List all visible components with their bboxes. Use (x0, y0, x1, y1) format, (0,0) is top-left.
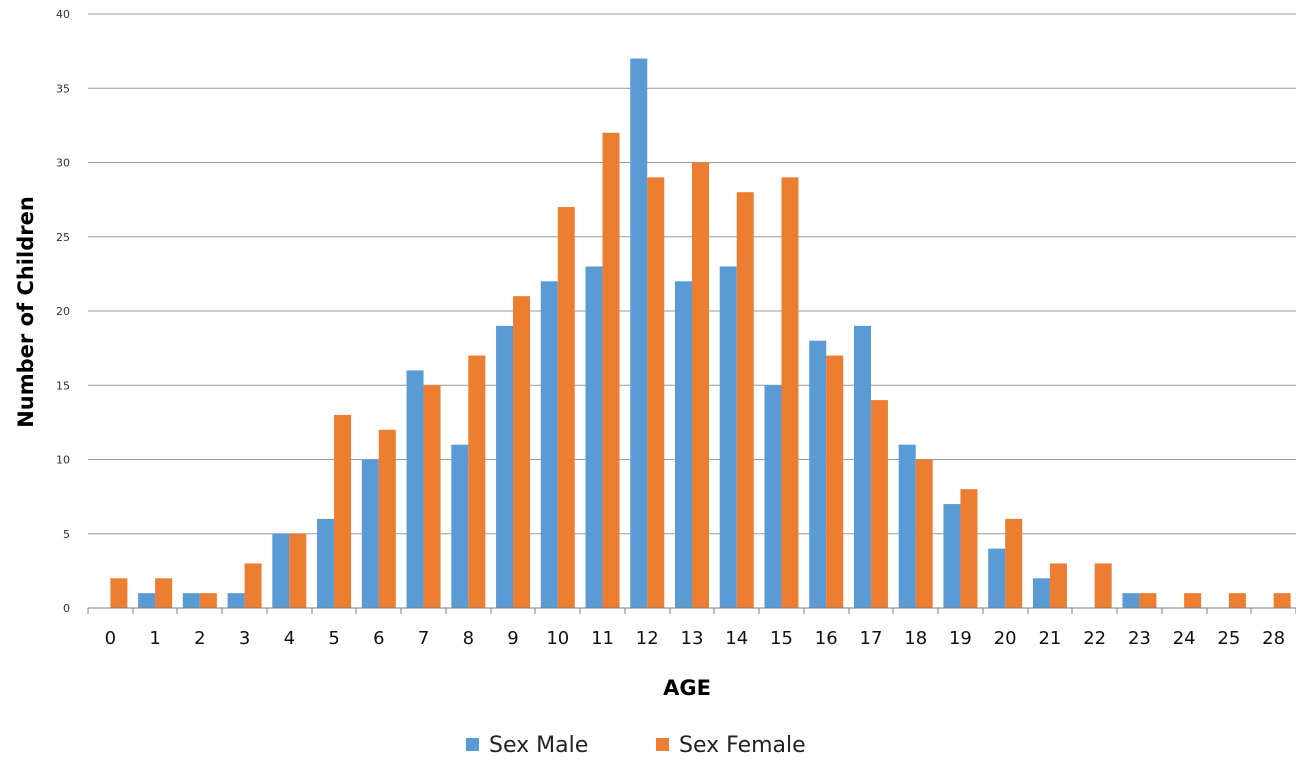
x-tick-label: 25 (1217, 628, 1240, 649)
bar-sex-female (692, 162, 709, 608)
bar-sex-male (988, 548, 1006, 608)
legend-swatch (656, 738, 669, 751)
legend-swatch (466, 738, 479, 751)
x-tick-label: 18 (904, 628, 927, 649)
bar-sex-male (630, 58, 648, 609)
bars (110, 58, 1291, 609)
bar-sex-male (406, 370, 424, 608)
bar-sex-female (110, 578, 128, 608)
x-tick-label: 14 (725, 628, 748, 649)
x-tick-label: 11 (591, 628, 614, 649)
bar-sex-female (155, 578, 173, 608)
x-tick-label: 10 (546, 628, 569, 649)
bar-sex-male (764, 385, 782, 608)
x-axis (87, 607, 1296, 614)
bar-sex-male (898, 444, 916, 608)
y-tick-label: 15 (56, 379, 70, 392)
bar-sex-male (943, 504, 961, 608)
x-tick-label: 19 (949, 628, 972, 649)
bar-sex-female (1273, 593, 1291, 608)
x-tick-label: 22 (1083, 628, 1106, 649)
legend-label: Sex Female (679, 733, 806, 758)
y-tick-label: 10 (56, 454, 70, 467)
bar-sex-female (960, 489, 978, 608)
bar-sex-female (1094, 563, 1112, 608)
bar-sex-male (853, 325, 871, 608)
bar-sex-female (468, 355, 486, 608)
bar-sex-female (1005, 518, 1023, 608)
x-tick-label: 17 (860, 628, 883, 649)
bar-sex-male (272, 533, 290, 608)
bar-sex-female (289, 533, 307, 608)
bar-sex-female (244, 563, 262, 608)
x-tick-label: 13 (681, 628, 704, 649)
bar-sex-male (1122, 593, 1140, 608)
bar-sex-female (915, 459, 933, 608)
bar-sex-male (585, 266, 603, 608)
bar-sex-female (602, 132, 620, 609)
x-tick-label: 8 (463, 628, 474, 649)
x-tick-label: 28 (1262, 628, 1285, 649)
y-tick-label: 30 (56, 157, 70, 170)
x-tick-label: 0 (105, 628, 116, 649)
y-tick-label: 40 (56, 8, 70, 21)
bar-sex-female (1184, 593, 1202, 608)
bar-sex-female (647, 177, 665, 608)
x-tick-label: 24 (1173, 628, 1196, 649)
bar-sex-female (378, 429, 396, 608)
bar-sex-female (557, 207, 575, 609)
bar-sex-female (1049, 563, 1067, 608)
x-tick-label: 2 (194, 628, 205, 649)
x-tick-label: 4 (284, 628, 295, 649)
bar-sex-male (675, 281, 692, 608)
x-tick-label: 12 (636, 628, 659, 649)
x-tick-label: 6 (373, 628, 384, 649)
bar-sex-male (227, 593, 245, 608)
x-tick-label: 7 (418, 628, 429, 649)
bar-sex-male (451, 444, 469, 608)
bar-sex-male (1032, 578, 1050, 608)
x-tick-label: 5 (328, 628, 339, 649)
y-tick-label: 20 (56, 305, 70, 318)
bar-sex-male (317, 518, 335, 608)
bar-sex-female (423, 385, 441, 608)
y-tick-label: 25 (56, 231, 70, 244)
bar-sex-female (199, 593, 217, 608)
x-tick-label: 1 (149, 628, 160, 649)
x-tick-labels: 0 1 2 3 4 5 6 7 8 9 10 11 12 13 14 15 16 17 18 19 20 21 22 23 24… (105, 628, 1285, 649)
bar-sex-female (1139, 593, 1157, 608)
bar-sex-female (513, 296, 531, 608)
bar-sex-male (719, 266, 737, 608)
x-tick-label: 9 (507, 628, 518, 649)
y-tick-label: 35 (56, 82, 70, 95)
bar-sex-male (540, 281, 558, 608)
bar-sex-male (138, 593, 156, 608)
y-tick-label: 0 (63, 602, 70, 615)
x-tick-label: 3 (239, 628, 250, 649)
legend: Sex Male Sex Female (466, 733, 806, 758)
bar-sex-male (182, 593, 200, 608)
bar-sex-male (361, 459, 379, 608)
bar-sex-female (870, 400, 888, 608)
bar-sex-female (1228, 593, 1246, 608)
bar-sex-female (826, 355, 844, 608)
legend-label: Sex Male (489, 733, 588, 758)
bar-sex-female (736, 192, 754, 608)
x-tick-label: 16 (815, 628, 838, 649)
bar-sex-female (781, 177, 799, 608)
x-tick-label: 23 (1128, 628, 1151, 649)
x-tick-label: 20 (994, 628, 1017, 649)
x-axis-title: AGE (663, 676, 711, 700)
y-tick-label: 5 (63, 528, 70, 541)
x-tick-label: 21 (1038, 628, 1061, 649)
bar-sex-female (334, 414, 352, 608)
bar-sex-male (809, 340, 827, 608)
y-axis-title: Number of Children (14, 196, 38, 428)
x-tick-label: 15 (770, 628, 793, 649)
bar-sex-male (496, 325, 514, 608)
y-tick-labels: 0 5 10 15 20 25 30 35 40 (56, 8, 70, 615)
